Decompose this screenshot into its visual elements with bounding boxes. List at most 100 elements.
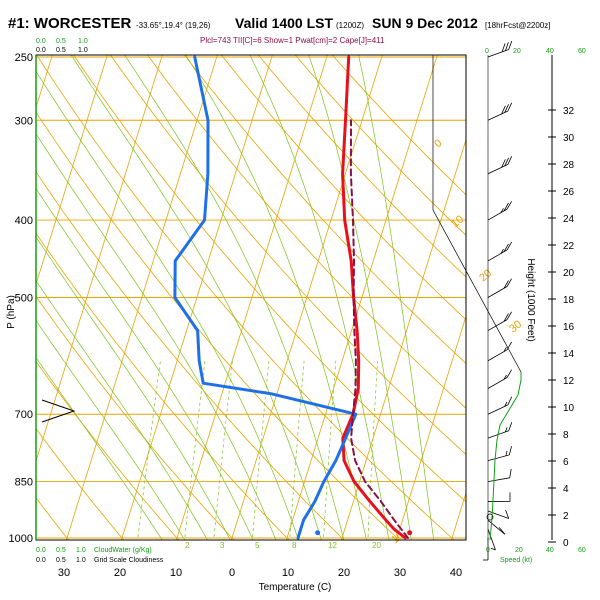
profile-lines bbox=[173, 55, 413, 540]
wind-barb-staff bbox=[487, 477, 510, 483]
left-barb-icon bbox=[41, 399, 76, 423]
wind-barb-staff bbox=[487, 110, 509, 121]
isotherm-line bbox=[65, 55, 218, 540]
dry-adiabat bbox=[36, 55, 455, 540]
wind-barb-feather bbox=[503, 243, 509, 252]
pressure-label: 250 bbox=[15, 52, 33, 64]
wind-barb bbox=[487, 446, 512, 461]
moist-adiabat bbox=[36, 133, 277, 540]
cloud-top-green-2: 1.0 bbox=[78, 38, 88, 45]
height-label: 12 bbox=[563, 376, 575, 387]
cloud-bottom-black-2: 1.0 bbox=[76, 557, 86, 564]
isotherm-line bbox=[395, 314, 466, 540]
wind-barb-feather bbox=[503, 280, 509, 289]
wind-barb-feather bbox=[506, 201, 512, 210]
wind-barb-feather bbox=[501, 105, 506, 115]
wind-barb bbox=[487, 102, 513, 121]
wind-axis-top: 0 20 40 60 bbox=[485, 48, 586, 55]
calm-circle bbox=[486, 513, 494, 521]
pressure-label: 500 bbox=[15, 293, 33, 305]
wind-barb-feather bbox=[503, 374, 507, 380]
isotherm-line bbox=[502, 0, 600, 555]
pressure-label: 850 bbox=[15, 477, 33, 489]
mixing-ratio-line bbox=[323, 360, 337, 540]
temperature-label: 30 bbox=[58, 567, 70, 579]
isotherm-line bbox=[175, 55, 328, 540]
pressure-label: 400 bbox=[15, 215, 33, 227]
dry-adiabat bbox=[36, 111, 400, 540]
wind-barb bbox=[487, 241, 512, 262]
height-label: 18 bbox=[563, 295, 575, 306]
wind-barb-feather bbox=[506, 241, 512, 251]
thermo-grid bbox=[36, 0, 600, 555]
pressure-tick-labels: 250 300 400 500 700 850 1000 bbox=[9, 52, 33, 545]
wind-barb bbox=[487, 341, 512, 362]
wind-barb-feather bbox=[504, 157, 509, 167]
cloud-axis-top: 0.0 0.5 1.0 0.0 0.5 1.0 bbox=[36, 38, 88, 54]
cloud-bottom-green-1: 0.5 bbox=[56, 547, 66, 554]
mixing-ratio-line bbox=[289, 360, 305, 540]
wind-barb-feather bbox=[505, 450, 508, 456]
temperature-line bbox=[341, 55, 407, 540]
dry-adiabat bbox=[147, 55, 466, 409]
wind-barb bbox=[487, 201, 512, 221]
dry-adiabat bbox=[257, 55, 466, 278]
isotherm-label: 10 bbox=[449, 213, 466, 230]
height-label: 6 bbox=[563, 457, 569, 468]
wind-barb-feather bbox=[504, 401, 508, 407]
wind-barb-staff bbox=[487, 377, 508, 389]
wind-barb bbox=[487, 529, 496, 551]
isotherm-line bbox=[36, 55, 108, 286]
wind-barb-feather bbox=[506, 369, 512, 378]
wind-top-0: 0 bbox=[485, 48, 489, 55]
wind-top-2: 40 bbox=[546, 48, 554, 55]
wind-barb-feather bbox=[498, 527, 506, 535]
dry-adiabat bbox=[183, 55, 466, 364]
cloud-top-green-0: 0.0 bbox=[36, 38, 46, 45]
wind-bottom-0: 0 bbox=[486, 547, 490, 554]
parcel-line bbox=[349, 119, 409, 539]
height-label: 14 bbox=[563, 349, 575, 360]
wind-barb-feather bbox=[507, 396, 513, 406]
wind-barb-feather bbox=[501, 43, 506, 53]
wind-barb-feather bbox=[508, 422, 513, 431]
wind-barb bbox=[487, 40, 513, 58]
wind-barb bbox=[487, 369, 512, 389]
wind-top-1: 20 bbox=[513, 48, 521, 55]
pressure-label: 700 bbox=[15, 409, 33, 421]
wind-barb bbox=[487, 509, 510, 519]
x-axis-label: Temperature (C) bbox=[259, 582, 332, 593]
mixing-ratio-label: 20 bbox=[372, 541, 381, 550]
mixing-ratio-line bbox=[251, 360, 270, 540]
wind-barb-feather bbox=[500, 208, 504, 213]
wind-barb-feather bbox=[490, 547, 496, 551]
wind-barb-feather bbox=[503, 202, 509, 211]
wind-barb-staff bbox=[487, 249, 508, 262]
wind-barb-staff bbox=[487, 164, 509, 175]
temperature-label: 20 bbox=[114, 567, 126, 579]
wind-barb-feather bbox=[506, 341, 512, 350]
grid-cloudiness-label: Grid Scale Cloudiness bbox=[94, 557, 164, 564]
wind-barb-staff bbox=[487, 208, 508, 221]
wind-barb-staff bbox=[487, 319, 508, 331]
wind-barb-feather bbox=[505, 509, 510, 519]
wind-barb-staff bbox=[487, 349, 508, 362]
wind-speed-profile bbox=[489, 372, 522, 541]
moist-adiabat bbox=[358, 55, 435, 540]
dry-adiabat bbox=[36, 360, 180, 540]
moist-adiabat bbox=[36, 236, 231, 540]
wind-barb-feather bbox=[507, 156, 513, 165]
dry-adiabat bbox=[294, 55, 466, 236]
isotherm-label: 0 bbox=[432, 137, 444, 150]
station-coords: -33.65°,19.4° (19,26) bbox=[136, 21, 211, 30]
wind-barb bbox=[487, 492, 511, 502]
moist-adiabat bbox=[308, 55, 412, 540]
height-label: 4 bbox=[563, 484, 569, 495]
wind-bottom-2: 40 bbox=[546, 547, 554, 554]
isotherm-line bbox=[36, 55, 53, 109]
dry-adiabat bbox=[36, 295, 235, 540]
mixing-ratio-label: 3 bbox=[220, 541, 225, 550]
wind-barb bbox=[487, 311, 512, 331]
wind-barb-feather bbox=[509, 468, 512, 478]
